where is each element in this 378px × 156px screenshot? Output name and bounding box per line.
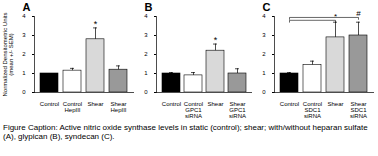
svg-text:4: 4 — [144, 13, 148, 19]
svg-text:ShearGPC1siRNA: ShearGPC1siRNA — [229, 101, 246, 119]
svg-text:Control: Control — [40, 101, 59, 107]
svg-text:1: 1 — [262, 70, 266, 76]
svg-text:*: * — [94, 19, 98, 29]
svg-text:0: 0 — [22, 89, 26, 95]
svg-text:0: 0 — [144, 89, 148, 95]
svg-text:*: * — [334, 12, 337, 21]
html-text:Figure Caption: Active nitric: Figure Caption: Active nitric oxide synt… — [3, 123, 368, 141]
svg-text:Normalized Densitometric Units: Normalized Densitometric Units(mean +/- … — [2, 12, 14, 96]
svg-text:0: 0 — [262, 89, 266, 95]
svg-text:C: C — [263, 1, 271, 13]
svg-text:2: 2 — [22, 51, 26, 57]
svg-text:4: 4 — [22, 13, 26, 19]
svg-text:Control: Control — [280, 101, 299, 107]
svg-text:4: 4 — [262, 13, 266, 19]
svg-text:Control: Control — [162, 101, 181, 107]
svg-text:3: 3 — [22, 32, 26, 38]
svg-text:1: 1 — [144, 70, 148, 76]
svg-text:ControlHepIII: ControlHepIII — [63, 101, 82, 113]
svg-text:*: * — [214, 35, 218, 45]
svg-text:ControlGPC1siRNA: ControlGPC1siRNA — [184, 101, 203, 119]
svg-text:B: B — [145, 1, 153, 13]
svg-text:ShearHepIII: ShearHepIII — [110, 101, 126, 113]
svg-text:ControlSDC1siRNA: ControlSDC1siRNA — [303, 101, 322, 119]
svg-text:2: 2 — [262, 51, 266, 57]
svg-text:1: 1 — [22, 70, 26, 76]
svg-text:A: A — [23, 1, 31, 13]
svg-text:Shear: Shear — [207, 101, 223, 107]
svg-text:Shear: Shear — [327, 101, 343, 107]
svg-text:#: # — [356, 9, 361, 18]
svg-text:3: 3 — [262, 32, 266, 38]
svg-text:Shear: Shear — [87, 101, 103, 107]
svg-text:3: 3 — [144, 32, 148, 38]
svg-text:2: 2 — [144, 51, 148, 57]
svg-text:ShearSDC1siRNA: ShearSDC1siRNA — [350, 101, 367, 119]
